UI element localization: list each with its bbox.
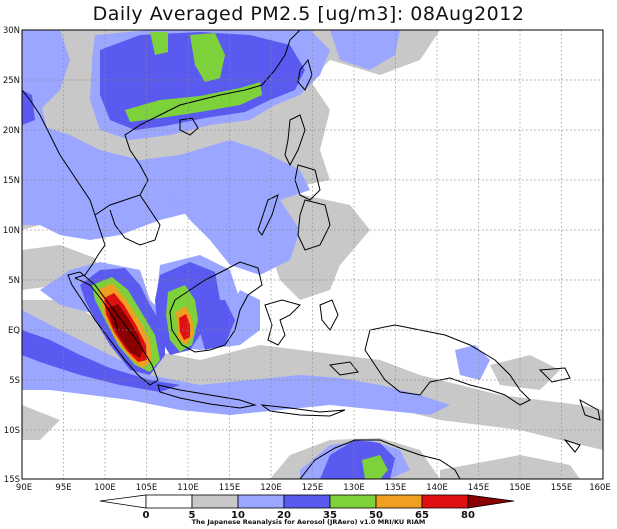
colorbar-label: 65 [415, 510, 429, 521]
colorbar-bin [375, 494, 423, 509]
longitude-labels: 90E 95E 100E 105E 110E 115E 120E 125E 13… [16, 483, 611, 493]
colorbar-label: 10 [231, 510, 245, 521]
lon-label: 125E [302, 483, 324, 493]
lon-label: 150E [509, 483, 531, 493]
lon-label: 140E [426, 483, 448, 493]
lat-label: 5S [9, 376, 20, 386]
coastlines [22, 30, 601, 479]
lat-label: 10S [4, 426, 20, 436]
colorbar-label: 5 [189, 510, 196, 521]
latitude-labels: 30N 25N 20N 15N 10N 5N EQ 5S 10S 15S [3, 26, 20, 485]
lon-label: 110E [177, 483, 199, 493]
lon-label: 135E [385, 483, 407, 493]
lat-label: 20N [3, 126, 20, 136]
pm25-field [22, 30, 603, 479]
colorbar-label: 50 [369, 510, 383, 521]
contour-darkred [108, 304, 143, 358]
colorbar-bin [283, 494, 331, 509]
colorbar-bin [421, 494, 469, 509]
lon-label: 95E [55, 483, 71, 493]
lon-label: 115E [219, 483, 241, 493]
lat-label: 5N [8, 276, 20, 286]
colorbar-label: 80 [461, 510, 475, 521]
colorbar-label: 0 [143, 510, 150, 521]
lat-label: 30N [3, 26, 20, 36]
lon-label: 160E [589, 483, 611, 493]
lat-label: 15N [3, 176, 20, 186]
lat-label: 25N [3, 76, 20, 86]
lat-label: EQ [8, 326, 20, 336]
lat-label: 15S [4, 475, 20, 485]
lon-label: 105E [136, 483, 158, 493]
colorbar-bin [237, 494, 285, 509]
colorbar-bin [191, 494, 239, 509]
colorbar-label: 35 [323, 510, 337, 521]
colorbar-bin [145, 494, 193, 509]
lon-label: 145E [468, 483, 490, 493]
colorbar-labels: 0 5 10 20 35 50 65 80 [143, 510, 475, 521]
colorbar [99, 494, 515, 509]
colorbar-label: 20 [277, 510, 291, 521]
lon-label: 155E [551, 483, 573, 493]
colorbar-bin [329, 494, 377, 509]
lon-label: 90E [16, 483, 32, 493]
lon-label: 130E [343, 483, 365, 493]
map-title: Daily Averaged PM2.5 [ug/m3]: 08Aug2012 [92, 3, 525, 25]
graticule [22, 30, 603, 479]
colorbar-arrow-high [467, 494, 515, 509]
lon-label: 100E [94, 483, 116, 493]
lon-label: 120E [260, 483, 282, 493]
lat-label: 10N [3, 226, 20, 236]
map-frame [21, 29, 604, 480]
footer-credit: The Japanese Reanalysis for Aerosol (JRA… [191, 518, 426, 526]
colorbar-arrow-low [99, 494, 147, 509]
